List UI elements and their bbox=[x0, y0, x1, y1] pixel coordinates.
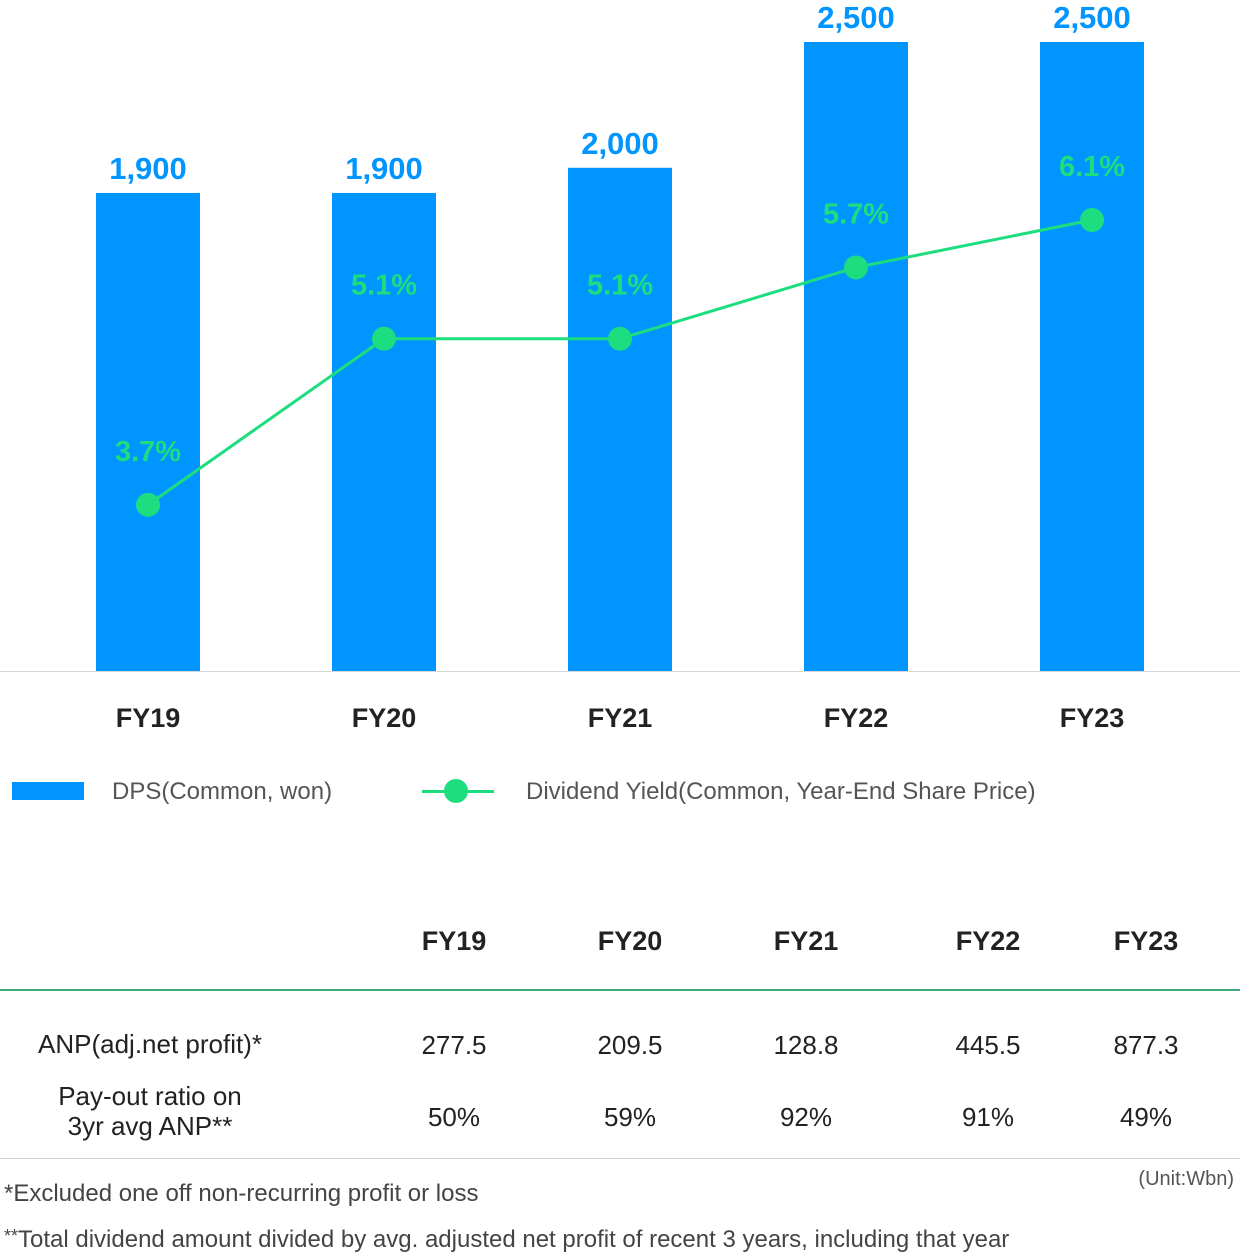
row-label-payout-line2: 3yr avg ANP** bbox=[67, 1111, 233, 1141]
x-tick-label: FY22 bbox=[824, 703, 889, 733]
table-cell: 445.5 bbox=[955, 1030, 1021, 1060]
table-cell: 49% bbox=[1119, 1102, 1173, 1132]
x-axis: FY19 FY20 FY21 FY22 FY23 bbox=[0, 671, 1240, 733]
bar-fy23 bbox=[1040, 42, 1144, 671]
bar-value-label: 2,500 bbox=[817, 0, 895, 35]
table-cell: 128.8 bbox=[773, 1030, 839, 1060]
table-cell: 277.5 bbox=[421, 1030, 487, 1060]
yield-value-label: 6.1% bbox=[1059, 151, 1125, 183]
table-header-rule bbox=[0, 989, 1240, 991]
bar-fy20 bbox=[332, 192, 436, 671]
bar-value-label: 1,900 bbox=[345, 151, 423, 186]
yield-point bbox=[844, 255, 868, 280]
table-cell: 59% bbox=[603, 1102, 657, 1132]
yield-point bbox=[608, 326, 632, 351]
yield-line-layer: 3.7% 5.1% 5.1% 5.7% 6.1% bbox=[115, 151, 1125, 517]
table-cell: 92% bbox=[779, 1102, 833, 1132]
table-cell: 877.3 bbox=[1113, 1030, 1179, 1060]
table-bottom-rule bbox=[0, 1158, 1240, 1159]
table-cell: 209.5 bbox=[597, 1030, 663, 1060]
table-header-fy23: FY23 bbox=[1113, 926, 1179, 956]
legend-dps-label: DPS(Common, won) bbox=[112, 778, 333, 805]
bar-fy21 bbox=[568, 167, 672, 672]
yield-point bbox=[1080, 208, 1104, 233]
yield-value-label: 5.1% bbox=[587, 270, 653, 302]
yield-point bbox=[136, 492, 160, 517]
table-header-fy22: FY22 bbox=[955, 926, 1021, 956]
bar-value-label: 2,500 bbox=[1053, 0, 1131, 35]
x-tick-label: FY19 bbox=[116, 703, 181, 733]
unit-label: (Unit:Wbn) bbox=[1138, 1168, 1234, 1190]
yield-value-label: 5.7% bbox=[823, 198, 889, 230]
footnote-1: *Excluded one off non-recurring profit o… bbox=[4, 1180, 479, 1207]
x-tick-label: FY20 bbox=[352, 703, 417, 733]
footnote-2-mark: ** bbox=[4, 1226, 19, 1246]
legend: DPS(Common, won) Dividend Yield(Common, … bbox=[0, 772, 1240, 812]
bar-labels-layer: 1,900 1,900 2,000 2,500 2,500 bbox=[109, 0, 1131, 186]
table-cell: 50% bbox=[427, 1102, 481, 1132]
legend-dot-marker bbox=[444, 779, 468, 803]
yield-value-label: 5.1% bbox=[351, 270, 417, 302]
yield-value-label: 3.7% bbox=[115, 436, 181, 468]
bar-value-label: 1,900 bbox=[109, 151, 187, 186]
row-label-anp: ANP(adj.net profit)* bbox=[38, 1029, 262, 1059]
table-cell: 91% bbox=[961, 1102, 1015, 1132]
x-tick-label: FY23 bbox=[1060, 703, 1125, 733]
bar-fy22 bbox=[804, 42, 908, 671]
bar-fy19 bbox=[96, 192, 200, 671]
yield-point bbox=[372, 326, 396, 351]
table-header-fy20: FY20 bbox=[597, 926, 663, 956]
row-label-payout-line1: Pay-out ratio on bbox=[58, 1081, 242, 1111]
legend-bar-swatch bbox=[12, 782, 84, 800]
dps-dividend-chart: 1,900 1,900 2,000 2,500 2,500 3.7% 5.1% 5.1% 5.… bbox=[0, 0, 1240, 733]
table-header-fy19: FY19 bbox=[421, 926, 487, 956]
legend-yield-label: Dividend Yield(Common, Year-End Share Pr… bbox=[526, 778, 1036, 805]
footnote-2: **Total dividend amount divided by avg. … bbox=[4, 1226, 1009, 1254]
footnote-2-text: Total dividend amount divided by avg. ad… bbox=[18, 1226, 1010, 1253]
table-header-fy21: FY21 bbox=[773, 926, 839, 956]
bar-value-label: 2,000 bbox=[581, 126, 659, 161]
bars-layer bbox=[96, 42, 1144, 672]
x-tick-label: FY21 bbox=[588, 703, 653, 733]
